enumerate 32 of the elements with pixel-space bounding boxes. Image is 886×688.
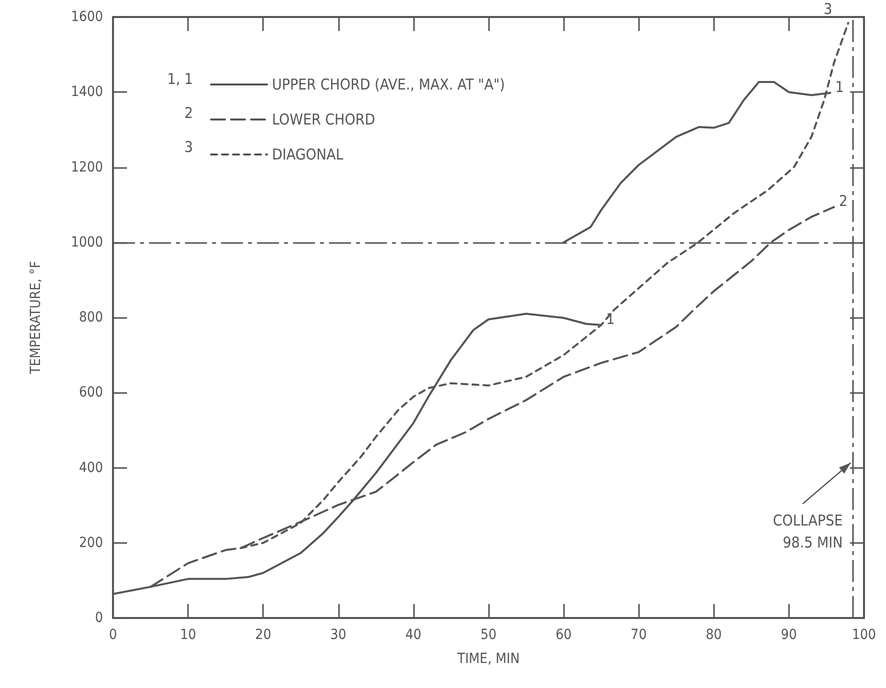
y-tick-label: 1000 <box>70 234 103 250</box>
annotation: 1, 1 <box>167 70 193 88</box>
y-tick-label: 800 <box>78 310 103 326</box>
y-tick-label: 1600 <box>70 9 103 25</box>
x-tick-label: 100 <box>852 627 876 643</box>
ref-line-label: COLLAPSE 98.5 MIN <box>772 512 843 552</box>
annotation: 2 <box>184 104 193 122</box>
annotation: 1 <box>835 78 844 96</box>
x-tick-label: 20 <box>255 627 272 643</box>
y-axis-title: TEMPERATURE, °F <box>28 261 44 375</box>
x-tick-label: 60 <box>556 627 572 643</box>
x-tick-label: 80 <box>706 627 722 643</box>
annotation: 2 <box>838 192 848 210</box>
y-tick-label: 200 <box>78 534 103 551</box>
y-tick-label: 600 <box>78 384 103 401</box>
legend-label: DIAGONAL <box>272 146 344 164</box>
x-tick-label: 30 <box>330 627 346 643</box>
y-tick-label: 1200 <box>70 159 103 176</box>
x-tick-label: 70 <box>630 627 647 643</box>
y-tick-label: 0 <box>94 610 103 626</box>
y-tick-label: 1400 <box>70 84 103 100</box>
annotation: 3 <box>824 0 832 18</box>
x-tick-label: 40 <box>405 627 422 643</box>
legend-label: LOWER CHORD <box>272 110 376 128</box>
annotation: 3 <box>184 138 193 156</box>
x-tick-label: 90 <box>780 627 797 643</box>
y-tick-label: 400 <box>78 460 103 476</box>
x-tick-label: 10 <box>180 627 196 643</box>
legend-label: UPPER CHORD (AVE., MAX. AT "A") <box>272 76 505 94</box>
x-axis-title: TIME, MIN <box>456 651 520 667</box>
x-tick-label: 0 <box>108 627 118 643</box>
x-tick-label: 50 <box>480 627 497 643</box>
